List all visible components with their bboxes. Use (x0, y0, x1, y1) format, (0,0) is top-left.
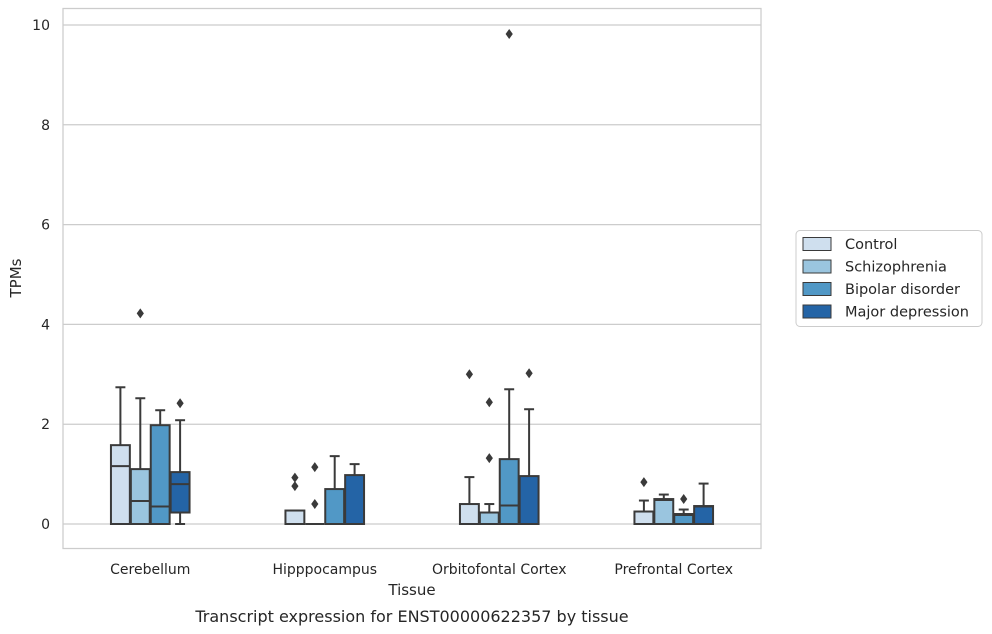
legend-swatch (802, 237, 832, 251)
box-2-0 (458, 369, 480, 526)
boxes (109, 28, 715, 526)
box-body (633, 510, 655, 525)
legend-label: Major depression (845, 305, 969, 321)
box-0-3 (169, 398, 191, 525)
y-tick-label: 2 (41, 417, 50, 433)
outlier-point (311, 462, 319, 473)
box-body (518, 475, 540, 526)
x-tick-label: Cerebellum (110, 562, 190, 578)
legend-swatch (802, 282, 832, 296)
legend-swatch (802, 304, 832, 319)
box-3-3 (693, 482, 715, 526)
box-0-2 (149, 409, 171, 525)
y-tick-label: 10 (32, 18, 50, 34)
x-axis-ticks: Cerebellum Hipppocampus Orbitofontal Corte… (110, 562, 733, 578)
outlier-point (311, 499, 319, 510)
y-tick-label: 0 (41, 517, 50, 533)
x-tick-label: Prefrontal Cortex (614, 562, 733, 578)
outlier-point (465, 369, 473, 380)
box-2-3 (518, 368, 540, 526)
outlier-point (505, 28, 513, 39)
outlier-point (176, 398, 184, 409)
box-2-1 (478, 397, 500, 526)
outlier-point (291, 472, 299, 483)
box-body (109, 444, 131, 525)
y-tick-label: 4 (41, 317, 50, 333)
outlier-point (525, 368, 533, 379)
legend: Control Schizophrenia Bipolar disorder Majo… (795, 230, 983, 327)
box-body (149, 424, 171, 525)
box-1-2 (324, 455, 346, 526)
y-tick-label: 8 (41, 118, 50, 134)
box-0-1 (129, 308, 151, 525)
y-axis-label: TPMs (7, 258, 25, 298)
box-body (498, 458, 520, 526)
box-body (693, 505, 715, 526)
box-body (284, 509, 306, 526)
box-1-0 (284, 472, 306, 526)
box-body (344, 474, 366, 525)
legend-frame (795, 230, 983, 327)
outlier-point (291, 481, 299, 492)
box-3-2 (673, 494, 695, 526)
box-0-0 (109, 386, 131, 525)
box-3-1 (653, 493, 675, 525)
box-2-2 (498, 28, 520, 526)
box-body (169, 471, 191, 514)
box-1-1 (305, 462, 325, 525)
x-tick-label: Orbitofontal Cortex (432, 562, 567, 578)
x-tick-label: Hipppocampus (272, 562, 377, 578)
box-body (478, 511, 500, 526)
y-tick-label: 6 (41, 218, 50, 234)
outlier-point (640, 477, 648, 488)
box-body (129, 468, 151, 525)
legend-label: Schizophrenia (845, 260, 947, 276)
y-axis-ticks: 0 2 4 6 8 10 (32, 18, 50, 533)
box-1-3 (344, 463, 366, 525)
box-body (324, 488, 346, 526)
legend-swatch (802, 259, 832, 274)
outlier-point (136, 308, 144, 319)
box-body (458, 503, 480, 526)
legend-label: Control (845, 237, 897, 253)
outlier-point (485, 397, 493, 408)
x-axis-label: Tissue (387, 581, 435, 599)
legend-label: Bipolar disorder (845, 282, 960, 298)
outlier-point (485, 453, 493, 464)
chart-caption: Transcript expression for ENST0000062235… (194, 607, 628, 626)
outlier-point (680, 494, 688, 505)
box-body (653, 498, 675, 525)
